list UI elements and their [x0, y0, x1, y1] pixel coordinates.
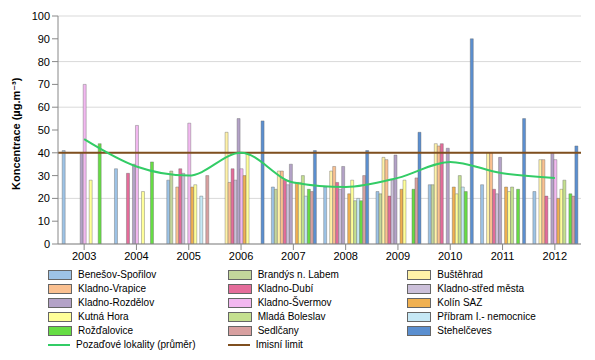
- html-text:Kladno-Rozdělov: Kladno-Rozdělov: [78, 297, 155, 308]
- svg-text:2011: 2011: [491, 250, 515, 262]
- svg-text:50: 50: [38, 124, 50, 136]
- svg-text:90: 90: [38, 33, 50, 45]
- html-text:Buštěhrad: Buštěhrad: [437, 269, 483, 280]
- svg-text:40: 40: [38, 147, 50, 159]
- svg-text:2004: 2004: [124, 250, 148, 262]
- html-text:Rožďalovice: Rožďalovice: [78, 325, 134, 336]
- svg-text:10: 10: [38, 215, 50, 227]
- html-text:Příbram I.- nemocnice: Příbram I.- nemocnice: [437, 311, 536, 322]
- svg-text:30: 30: [38, 170, 50, 182]
- svg-text:70: 70: [38, 78, 50, 90]
- svg-text:2005: 2005: [177, 250, 201, 262]
- html-text:Kladno-Švermov: Kladno-Švermov: [257, 297, 332, 308]
- html-text:Pozaďové lokality (průměr): Pozaďové lokality (průměr): [76, 339, 196, 350]
- html-text:Kladno-střed města: Kladno-střed města: [437, 283, 524, 294]
- svg-text:2008: 2008: [333, 250, 357, 262]
- svg-text:60: 60: [38, 101, 50, 113]
- svg-text:2003: 2003: [72, 250, 96, 262]
- svg-text:2012: 2012: [543, 250, 567, 262]
- html-text:Brandýs n. Labem: Brandýs n. Labem: [257, 269, 339, 280]
- svg-text:100: 100: [32, 10, 50, 22]
- html-text:Kladno-Dubí: Kladno-Dubí: [257, 283, 314, 294]
- html-text:Stehelčeves: Stehelčeves: [437, 325, 492, 336]
- html-text:Benešov-Spořilov: Benešov-Spořilov: [78, 269, 157, 280]
- svg-text:2006: 2006: [229, 250, 253, 262]
- html-text:Kladno-Vrapice: Kladno-Vrapice: [78, 283, 146, 294]
- svg-text:0: 0: [44, 238, 50, 250]
- html-text:Sedlčany: Sedlčany: [257, 325, 299, 336]
- svg-text:20: 20: [38, 192, 50, 204]
- svg-text:Koncentrace (µg.m⁻³): Koncentrace (µg.m⁻³): [10, 77, 22, 190]
- html-text:Kutná Hora: Kutná Hora: [78, 311, 129, 322]
- svg-text:2010: 2010: [438, 250, 462, 262]
- svg-text:80: 80: [38, 56, 50, 68]
- html-text:Kolín SAZ: Kolín SAZ: [437, 297, 483, 308]
- svg-text:2009: 2009: [386, 250, 410, 262]
- svg-text:2007: 2007: [281, 250, 305, 262]
- html-text:Mladá Boleslav: Mladá Boleslav: [257, 311, 326, 322]
- html-text:Imisní limit: Imisní limit: [255, 339, 303, 350]
